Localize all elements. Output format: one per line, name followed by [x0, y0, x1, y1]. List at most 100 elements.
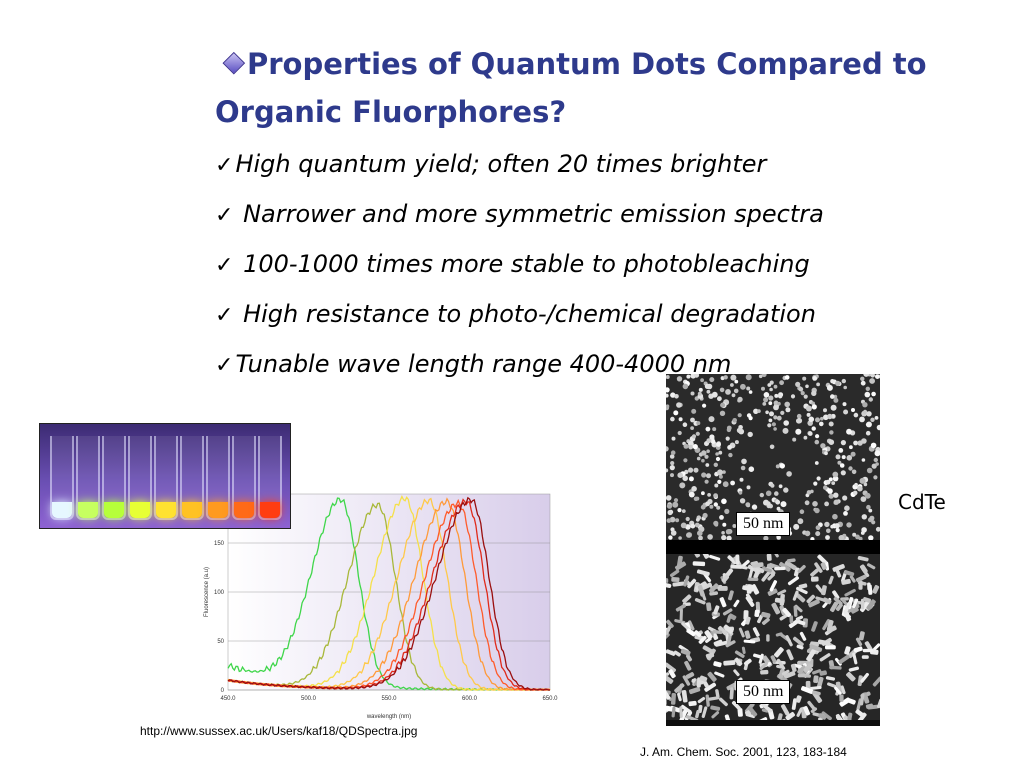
nanodot	[849, 445, 853, 450]
nanodot	[732, 524, 737, 528]
nanodot	[682, 383, 689, 390]
nanorod	[755, 565, 765, 574]
nanorod	[825, 676, 836, 681]
nanorod	[729, 687, 734, 700]
nanodot	[862, 402, 868, 408]
nanorod	[832, 590, 840, 600]
nanorod	[840, 685, 846, 695]
nanorod	[827, 682, 837, 688]
nanodot	[773, 427, 777, 431]
nanorod	[728, 613, 737, 621]
nanodot	[737, 398, 742, 403]
nanodot	[666, 495, 672, 501]
nanodot	[716, 505, 721, 510]
nanodot	[769, 380, 774, 385]
nanodot	[757, 409, 761, 413]
nanorod	[785, 711, 795, 720]
nanorod	[715, 689, 720, 699]
nanodot	[719, 410, 726, 416]
nanodot	[796, 413, 802, 419]
nanodot	[740, 465, 746, 471]
nanorod	[807, 700, 816, 711]
nanorod	[852, 652, 858, 665]
nanodot	[690, 391, 695, 396]
nanorod	[709, 583, 719, 593]
scale-bar-label-bottom: 50 nm	[736, 680, 791, 704]
nanodot	[835, 380, 841, 386]
nanodot	[871, 391, 876, 397]
nanodot	[816, 382, 820, 387]
nanorod	[717, 626, 728, 636]
nanodot	[803, 394, 808, 399]
nanodot	[825, 479, 831, 485]
nanorod	[786, 649, 794, 661]
nanodot	[683, 458, 688, 463]
nanorod	[671, 706, 676, 718]
nanodot	[725, 436, 730, 441]
nanorod	[705, 652, 715, 659]
nanodot	[702, 403, 707, 408]
nanodot	[734, 440, 739, 445]
nanodot	[727, 445, 732, 450]
nanodot	[859, 416, 865, 423]
nanorod	[727, 555, 737, 565]
nanodot	[820, 443, 826, 449]
nanodot	[829, 430, 834, 435]
nanodot	[860, 380, 866, 386]
nanodot	[692, 444, 698, 450]
nanodot	[838, 448, 844, 453]
nanorod	[841, 578, 851, 585]
nanodot	[839, 463, 845, 468]
nanorod	[668, 669, 676, 679]
nanodot	[864, 391, 871, 398]
nanorod	[753, 569, 761, 579]
nanorod	[843, 602, 851, 615]
nanodot	[712, 427, 717, 432]
nanorod	[688, 686, 701, 695]
nanorod	[799, 631, 807, 641]
nanodot	[673, 498, 679, 503]
nanodot	[860, 496, 867, 502]
nanorod	[708, 696, 720, 701]
nanodot	[866, 411, 872, 417]
nanodot	[710, 439, 716, 444]
nanorod	[825, 645, 836, 650]
chart-y-tick-label: 50	[217, 639, 224, 645]
nanodot	[825, 535, 830, 540]
nanorod	[774, 647, 784, 658]
nanodot	[734, 379, 739, 384]
chart-y-axis-label: Fluorescence (a.u)	[204, 567, 210, 617]
nanorod	[759, 661, 768, 671]
nanorod	[726, 682, 737, 691]
nanodot	[774, 491, 779, 496]
emission-spectra-chart: 0 50 100 150 450.0 500.0 550.0 600.0 650.0 wavel…	[204, 493, 558, 720]
nanodot	[853, 412, 859, 418]
nanodot	[741, 458, 747, 465]
bullet-item: ✓ High resistance to photo-/chemical deg…	[215, 300, 816, 328]
nanorod	[704, 630, 713, 640]
nanorod	[776, 658, 786, 670]
nanodot	[690, 417, 695, 423]
nanodot	[725, 389, 731, 395]
nanorod	[816, 676, 824, 689]
nanodot	[673, 410, 679, 416]
nanodot	[706, 389, 711, 394]
nanodot	[773, 404, 779, 411]
nanodot	[765, 490, 772, 497]
nanodot	[700, 504, 706, 510]
nanorod	[793, 567, 800, 577]
nanorod	[862, 648, 874, 653]
nanorod	[701, 582, 713, 590]
nanorod	[787, 576, 800, 586]
nanorod	[680, 648, 691, 656]
nanodot	[865, 421, 872, 428]
nanorod	[826, 619, 834, 631]
nanorod	[686, 715, 699, 720]
nanodot	[768, 401, 773, 406]
nanodot	[832, 475, 839, 482]
nanodot	[722, 481, 729, 488]
nanodot	[670, 416, 675, 422]
nanorod	[865, 703, 874, 709]
nanodot	[869, 515, 875, 521]
nanorod	[866, 563, 876, 570]
